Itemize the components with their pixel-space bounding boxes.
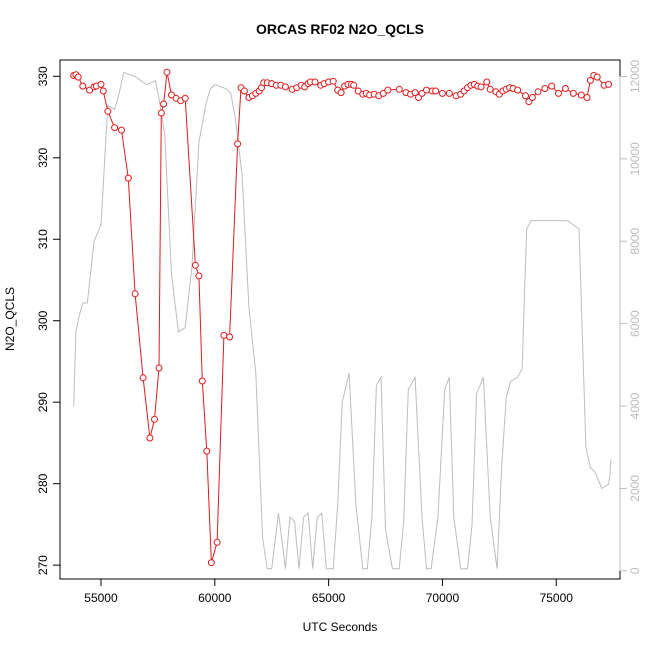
n2o-line (73, 72, 609, 563)
x-tick-label: 75000 (540, 591, 574, 605)
y-tick-label: 280 (36, 473, 50, 493)
plot-frame (59, 59, 621, 580)
y-tick-label: 320 (36, 147, 50, 167)
altitude-line (73, 71, 612, 570)
x-tick-label: 65000 (312, 591, 346, 605)
n2o-point (583, 94, 591, 101)
n2o-point (555, 89, 562, 97)
n2o-point (477, 83, 485, 91)
n2o-point (350, 81, 358, 89)
n2o-point (240, 87, 248, 95)
y-tick-label: 270 (36, 555, 50, 575)
chart-title: ORCAS RF02 N2O_QCLS (256, 21, 424, 37)
n2o-point (203, 447, 211, 455)
n2o-point (395, 85, 403, 93)
x-axis: 55000 60000 65000 70000 75000 (84, 578, 574, 605)
n2o-point (514, 86, 522, 94)
y2-tick-label: 0 (628, 567, 642, 574)
n2o-point (522, 92, 529, 100)
n2o-point (207, 559, 215, 567)
n2o-point (483, 78, 491, 86)
n2o-point (111, 124, 119, 132)
n2o-point (118, 126, 125, 134)
n2o-point (281, 83, 289, 91)
n2o-point (104, 107, 112, 115)
x-axis-label: UTC Seconds (303, 620, 378, 634)
n2o-point (146, 434, 154, 442)
n2o-point (577, 91, 585, 99)
y2-tick-label: 4000 (628, 392, 642, 419)
y2-tick-label: 8000 (628, 228, 642, 255)
n2o-point (329, 77, 337, 85)
n2o-point (79, 82, 87, 90)
y-tick-label: 330 (36, 66, 50, 86)
n2o-point (198, 377, 206, 385)
n2o-point (593, 73, 601, 81)
n2o-point (74, 73, 82, 81)
n2o-point (168, 91, 175, 99)
n2o-point (548, 82, 556, 90)
n2o-point (605, 80, 613, 88)
y-tick-label: 300 (36, 310, 50, 330)
n2o-point (155, 364, 163, 372)
n2o-point (445, 89, 453, 97)
x-tick-label: 55000 (84, 591, 118, 605)
n2o-point (486, 85, 494, 93)
n2o-point (411, 89, 419, 97)
y-axis-label: N2O_QCLS (3, 287, 17, 351)
n2o-point (151, 415, 158, 423)
y-tick-label: 290 (36, 392, 50, 412)
x-tick-label: 60000 (198, 591, 232, 605)
n2o-point (384, 86, 392, 94)
n2o-point (99, 87, 107, 95)
n2o-point (195, 272, 203, 280)
n2o-point (191, 261, 199, 269)
y-tick-label: 310 (36, 229, 50, 249)
y-axis-left: 270 280 290 300 310 320 330 (36, 66, 61, 575)
n2o-point (432, 87, 440, 95)
n2o-point (226, 333, 234, 341)
n2o-point (528, 94, 536, 101)
n2o-point (213, 538, 221, 546)
n2o-point (139, 374, 147, 382)
y2-tick-label: 10000 (628, 142, 642, 176)
n2o-point (124, 174, 132, 182)
n2o-point (157, 109, 165, 117)
y-axis-right: 0 2000 4000 6000 8000 10000 12000 (619, 59, 642, 574)
n2o-point (131, 290, 139, 298)
n2o-point (586, 76, 594, 84)
x-tick-label: 70000 (426, 591, 460, 605)
y2-tick-label: 2000 (628, 475, 642, 502)
n2o-point (220, 331, 228, 339)
n2o-point (311, 78, 319, 86)
y2-tick-label: 12000 (628, 59, 642, 93)
y2-tick-label: 6000 (628, 310, 642, 337)
n2o-point (160, 100, 168, 108)
n2o-point (181, 94, 189, 102)
n2o-point (438, 89, 446, 97)
series-layer (70, 68, 613, 570)
n2o-point (354, 87, 362, 95)
n2o-point (163, 68, 171, 76)
n2o-point (561, 85, 569, 92)
n2o-point (97, 80, 105, 88)
n2o-point (337, 89, 345, 97)
n2o-point (541, 85, 549, 92)
n2o-point (423, 86, 430, 94)
n2o-point (534, 88, 542, 96)
n2o-point (569, 89, 577, 97)
n2o-point (234, 140, 242, 148)
